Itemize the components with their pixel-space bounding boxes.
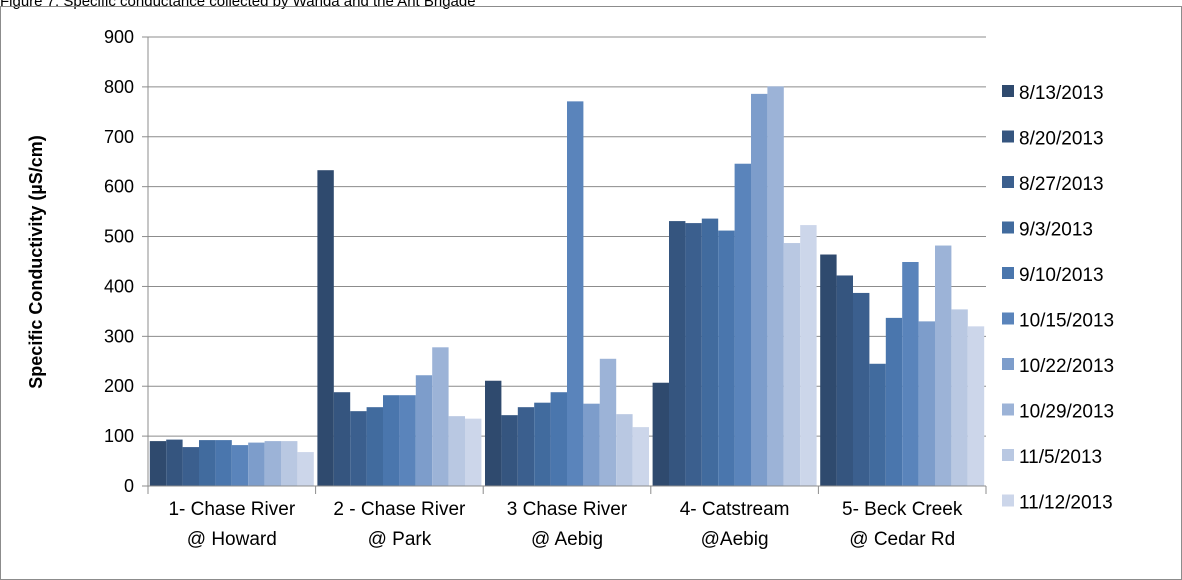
bar bbox=[485, 380, 502, 486]
legend-swatch bbox=[1002, 403, 1014, 416]
bar bbox=[800, 225, 817, 486]
y-tick-label: 500 bbox=[104, 227, 134, 247]
y-tick-label: 900 bbox=[104, 27, 134, 47]
bar bbox=[215, 440, 232, 486]
bar bbox=[297, 452, 314, 486]
legend-entry: 10/29/2013 bbox=[1019, 402, 1114, 423]
axes bbox=[147, 37, 987, 494]
legend-entry: 8/27/2013 bbox=[1019, 174, 1104, 195]
bar bbox=[918, 321, 935, 486]
y-tick-labels: 0 100 200 300 400 500 600 700 800 900 bbox=[104, 27, 134, 496]
bar bbox=[383, 395, 400, 486]
legend-swatch bbox=[1002, 449, 1014, 461]
figure-caption: Figure 7: Specific conductance collected… bbox=[0, 0, 476, 10]
bar bbox=[248, 442, 265, 486]
bar bbox=[935, 245, 952, 486]
bar bbox=[149, 441, 167, 486]
legend-swatch bbox=[1002, 176, 1014, 188]
bar bbox=[967, 326, 985, 486]
bar bbox=[820, 254, 837, 486]
bar bbox=[166, 439, 183, 486]
bar bbox=[465, 418, 482, 486]
bar bbox=[616, 414, 633, 486]
y-tick-label: 300 bbox=[104, 326, 134, 346]
legend-swatch bbox=[1002, 494, 1014, 507]
legend-entry: 8/20/2013 bbox=[1019, 129, 1104, 150]
x-category-label: 1- Chase River bbox=[168, 499, 295, 520]
legend: 8/13/2013 8/20/2013 8/27/2013 9/3/2013 9/10/… bbox=[1002, 83, 1114, 514]
x-category-label: @Aebig bbox=[701, 529, 769, 550]
y-tick-label: 200 bbox=[104, 376, 134, 396]
bar bbox=[517, 407, 535, 486]
bar bbox=[783, 243, 801, 486]
y-axis-label: Specific Conductivity (µS/cm) bbox=[26, 135, 46, 388]
bar bbox=[231, 445, 249, 486]
bar bbox=[751, 93, 768, 486]
bar bbox=[869, 363, 886, 486]
x-category-label: 2 - Chase River bbox=[333, 499, 466, 520]
bar bbox=[652, 382, 669, 486]
bar bbox=[567, 101, 584, 487]
bar bbox=[182, 447, 199, 486]
bar bbox=[718, 230, 735, 486]
x-category-label: @ Park bbox=[368, 529, 432, 550]
bar bbox=[685, 223, 702, 486]
bar bbox=[264, 441, 281, 486]
bar bbox=[350, 411, 367, 486]
legend-entry: 11/12/2013 bbox=[1019, 493, 1113, 514]
y-tick-label: 400 bbox=[104, 276, 134, 296]
bar bbox=[281, 441, 298, 486]
legend-swatch bbox=[1002, 85, 1014, 97]
legend-entry: 10/22/2013 bbox=[1019, 356, 1114, 377]
bar bbox=[366, 407, 383, 486]
bar bbox=[951, 309, 968, 486]
legend-swatch bbox=[1002, 130, 1014, 143]
legend-swatch bbox=[1002, 312, 1014, 325]
legend-swatch bbox=[1002, 267, 1014, 279]
bar bbox=[432, 347, 449, 486]
bar bbox=[669, 221, 686, 486]
legend-entry: 8/13/2013 bbox=[1019, 83, 1104, 104]
y-tick-label: 700 bbox=[104, 127, 134, 147]
legend-entry: 10/15/2013 bbox=[1019, 311, 1114, 332]
bar bbox=[317, 170, 334, 486]
bar bbox=[199, 440, 216, 486]
legend-swatch bbox=[1002, 358, 1014, 370]
bar bbox=[501, 415, 518, 486]
x-category-label: @ Cedar Rd bbox=[849, 529, 955, 550]
bar bbox=[767, 86, 784, 486]
legend-swatch bbox=[1002, 221, 1014, 234]
bar bbox=[599, 358, 617, 486]
y-tick-label: 0 bbox=[124, 476, 134, 496]
bars bbox=[149, 86, 985, 487]
x-category-label: @ Aebig bbox=[531, 529, 603, 550]
bar bbox=[448, 416, 465, 486]
bar bbox=[550, 392, 567, 486]
bar bbox=[902, 261, 919, 486]
bar bbox=[701, 218, 719, 486]
y-tick-label: 800 bbox=[104, 77, 134, 97]
bar bbox=[583, 403, 600, 486]
bar bbox=[836, 275, 853, 486]
x-category-label: 5- Beck Creek bbox=[842, 499, 963, 520]
legend-entry: 9/10/2013 bbox=[1019, 265, 1104, 286]
bar bbox=[415, 375, 433, 486]
x-category-label: 3 Chase River bbox=[507, 499, 628, 520]
y-tick-label: 600 bbox=[104, 177, 134, 197]
x-category-labels: 1- Chase River @ Howard 2 - Chase River @ P… bbox=[168, 499, 962, 550]
x-category-label: @ Howard bbox=[187, 529, 277, 550]
bar bbox=[734, 163, 751, 486]
bar bbox=[853, 292, 870, 486]
legend-entry: 9/3/2013 bbox=[1019, 220, 1093, 241]
bar bbox=[885, 317, 903, 486]
y-tick-label: 100 bbox=[104, 426, 134, 446]
bar bbox=[534, 402, 551, 486]
bar bbox=[632, 427, 649, 486]
bar bbox=[333, 392, 351, 486]
legend-entry: 11/5/2013 bbox=[1019, 447, 1102, 468]
x-category-label: 4- Catstream bbox=[680, 499, 790, 520]
bar bbox=[399, 395, 416, 486]
